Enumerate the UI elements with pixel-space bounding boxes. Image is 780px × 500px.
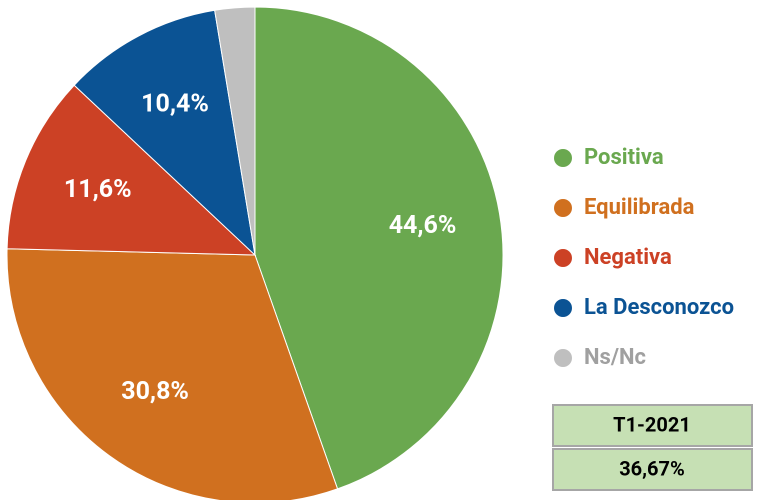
legend-marker — [554, 149, 572, 167]
legend-marker — [554, 349, 572, 367]
pie-slice — [254, 6, 504, 490]
legend-marker — [554, 199, 572, 217]
slice-label: 30,8% — [121, 377, 189, 406]
pie-slice — [6, 84, 257, 256]
table-text: 36,67% — [619, 456, 685, 480]
pie-slice — [214, 6, 256, 256]
slice-label: 44,6% — [389, 211, 457, 240]
legend-label: La Desconozco — [584, 295, 734, 320]
pie-slice — [73, 9, 256, 257]
legend-label: Ns/Nc — [584, 345, 646, 370]
pie-slice — [6, 248, 339, 500]
summary-table: T1-2021 36,67% — [552, 404, 753, 491]
slice-label: 11,6% — [64, 175, 132, 204]
table-text: T1-2021 — [613, 412, 691, 436]
slice-label: 10,4% — [141, 90, 209, 119]
table-cell — [552, 448, 753, 491]
legend-marker — [554, 299, 572, 317]
table-cell — [552, 404, 753, 447]
legend-label: Positiva — [584, 145, 664, 170]
legend-label: Negativa — [584, 245, 672, 270]
legend-marker — [554, 249, 572, 267]
legend-label: Equilibrada — [584, 195, 695, 220]
